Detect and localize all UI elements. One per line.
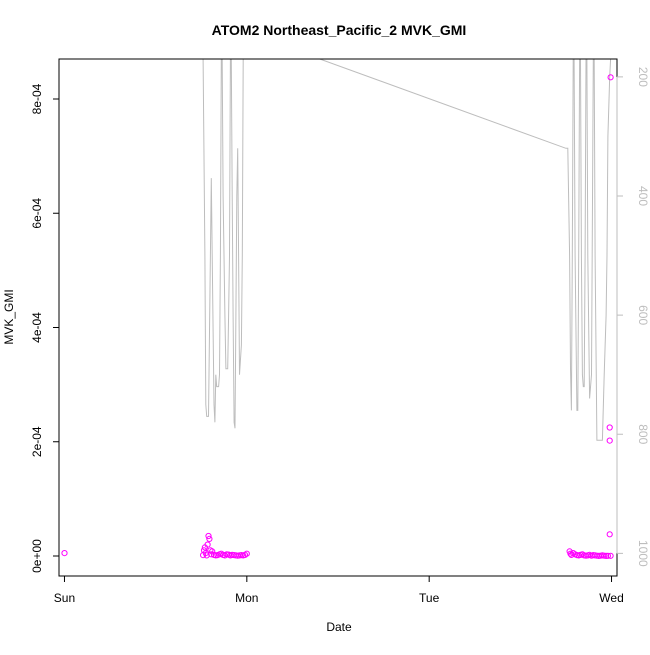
y2-tick-label: 400 bbox=[636, 186, 650, 206]
data-point bbox=[567, 550, 574, 557]
x-axis-label: Date bbox=[326, 620, 352, 634]
data-point bbox=[606, 437, 613, 444]
y2-tick-label: 600 bbox=[636, 305, 650, 325]
y-tick-label: 2e-04 bbox=[30, 426, 44, 457]
y-tick-label: 8e-04 bbox=[30, 83, 44, 114]
data-point bbox=[204, 541, 211, 548]
y2-tick-label: 800 bbox=[636, 424, 650, 444]
x-tick-label: Wed bbox=[599, 591, 623, 605]
data-point bbox=[606, 531, 613, 538]
data-point bbox=[607, 74, 614, 81]
x-tick-label: Tue bbox=[419, 591, 440, 605]
data-point bbox=[607, 552, 614, 559]
x-tick-label: Sun bbox=[54, 591, 75, 605]
data-point bbox=[61, 550, 68, 557]
chart-title: ATOM2 Northeast_Pacific_2 MVK_GMI bbox=[212, 22, 467, 38]
y-axis-label: MVK_GMI bbox=[2, 289, 16, 344]
plot-area: Sun Mon Tue Wed 0e+00 2e-04 4e-04 6e-04 8e-04 200… bbox=[30, 58, 650, 605]
data-point bbox=[206, 535, 213, 543]
y2-tick-label: 200 bbox=[636, 67, 650, 87]
data-point bbox=[243, 550, 250, 557]
data-point bbox=[209, 548, 216, 555]
y-tick-label: 0e+00 bbox=[30, 539, 44, 573]
y2-tick-label: 1000 bbox=[636, 540, 650, 567]
data-point bbox=[604, 552, 612, 559]
data-point bbox=[205, 532, 212, 540]
y-tick-label: 6e-04 bbox=[30, 198, 44, 229]
y-tick-label: 4e-04 bbox=[30, 312, 44, 343]
x-tick-label: Mon bbox=[235, 591, 258, 605]
data-point bbox=[606, 424, 613, 431]
